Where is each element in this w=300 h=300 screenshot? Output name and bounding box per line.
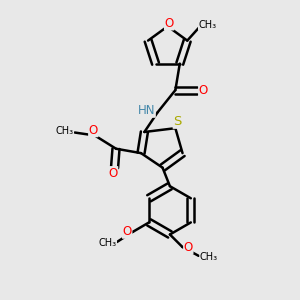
Text: CH₃: CH₃ <box>56 126 74 136</box>
Text: HN: HN <box>138 104 155 117</box>
Text: CH₃: CH₃ <box>199 20 217 30</box>
Text: CH₃: CH₃ <box>200 252 218 262</box>
Text: CH₃: CH₃ <box>98 238 116 248</box>
Text: O: O <box>184 241 193 254</box>
Text: O: O <box>164 17 174 30</box>
Text: S: S <box>173 115 182 128</box>
Text: O: O <box>199 84 208 97</box>
Text: O: O <box>108 167 118 180</box>
Text: O: O <box>123 225 132 238</box>
Text: O: O <box>89 124 98 137</box>
